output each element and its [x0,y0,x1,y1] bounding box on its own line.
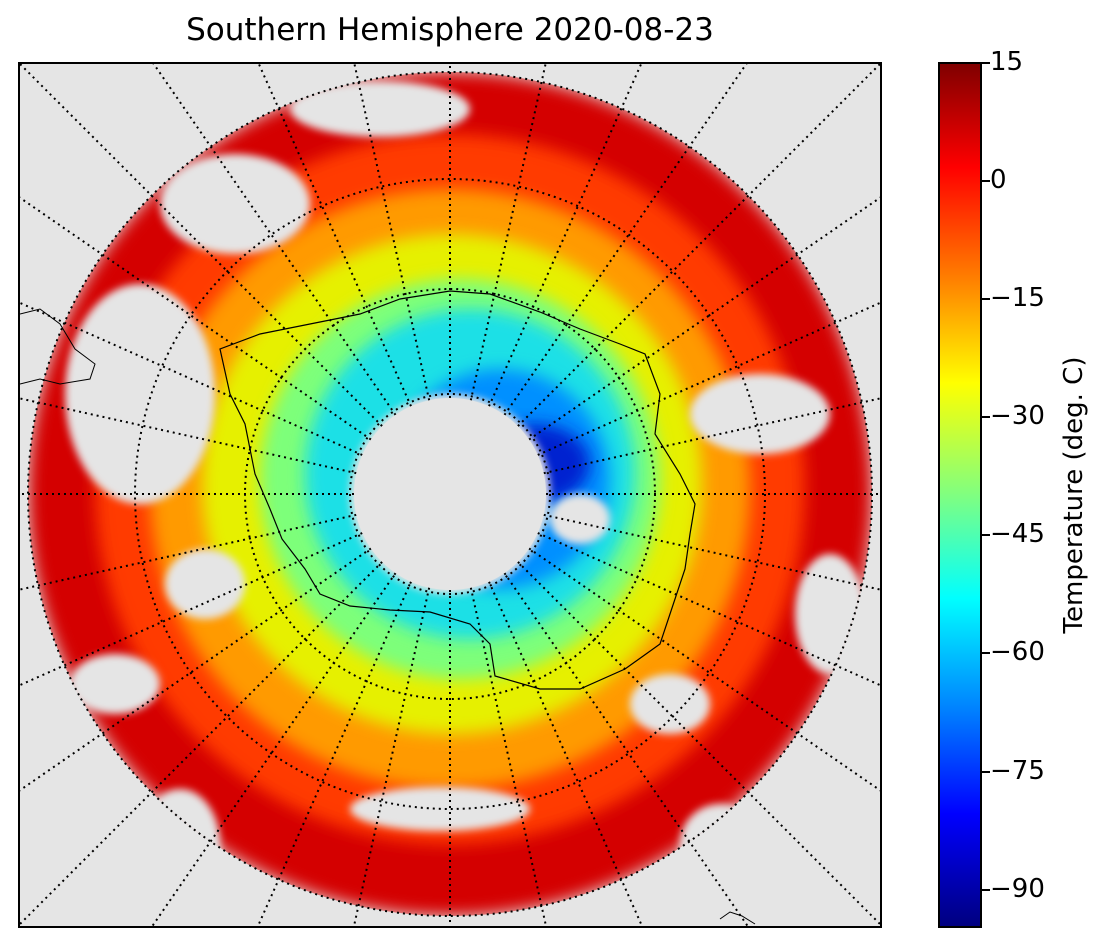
colorbar-tick-label: −75 [982,755,1045,786]
colorbar-tick-label: −90 [982,873,1045,904]
colorbar-tick-label: −45 [982,519,1045,550]
colorbar-tick-label: −60 [982,637,1045,668]
colorbar-label: Temperature (deg. C) [1059,356,1089,634]
colorbar-tick-label: 0 [982,165,1007,196]
south-america-coastline [20,308,96,385]
colorbar-tick-label: 15 [981,47,1024,77]
colorbar-tick-label: −30 [982,401,1045,432]
pole-hole [354,398,546,590]
antarctica-coastline [219,290,696,690]
island-coastline [719,911,756,925]
map-panel[interactable] [18,62,882,928]
colorbar [938,62,982,928]
colorbar-tick-label: −15 [982,283,1045,314]
map-title: Southern Hemisphere 2020-08-23 [186,12,714,48]
polar-map [20,64,880,926]
colorbar-ticks: 15 0 −15 −30 −45 −60 −75 −90 [981,49,1045,928]
